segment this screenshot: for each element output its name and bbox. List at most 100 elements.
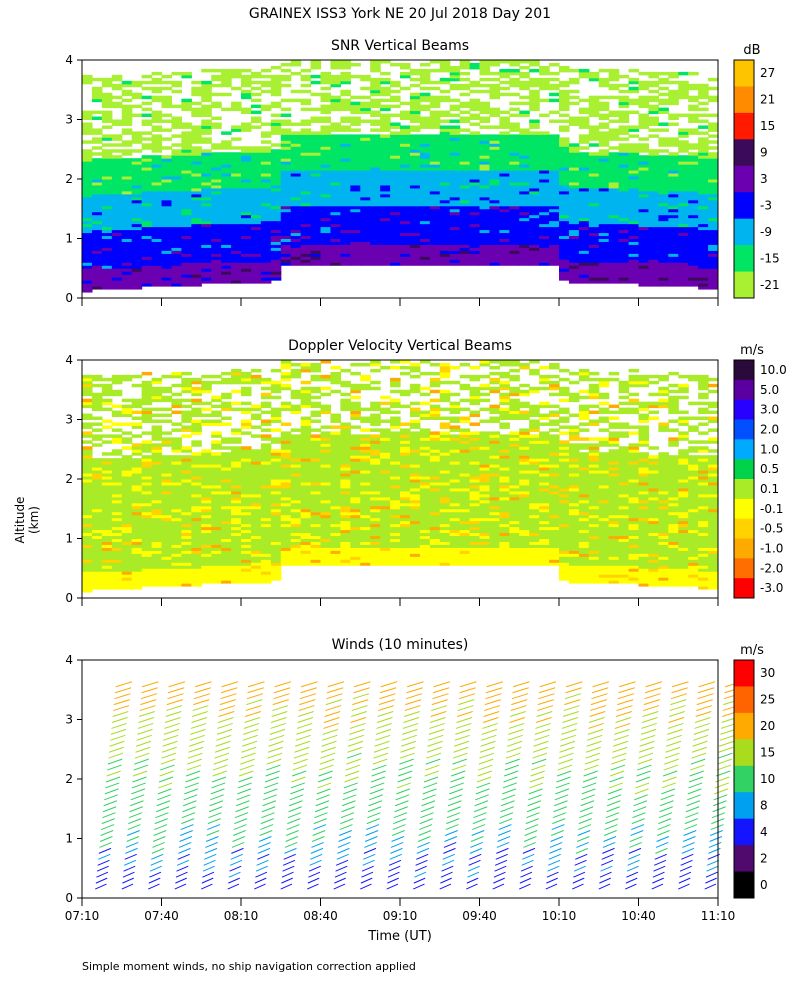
snr-cell	[459, 158, 471, 162]
snr-cell	[320, 158, 332, 162]
snr-cell	[479, 116, 491, 120]
snr-cell	[250, 265, 262, 269]
snr-cell	[628, 217, 640, 222]
snr-cell	[231, 211, 242, 216]
doppler-cell	[419, 523, 431, 528]
snr-cell	[270, 253, 282, 257]
doppler-cell	[141, 568, 153, 572]
snr-cell	[708, 247, 718, 251]
doppler-cell	[151, 535, 163, 539]
snr-cell	[260, 122, 272, 126]
snr-cell	[320, 220, 332, 225]
snr-cell	[241, 253, 252, 257]
snr-cell	[181, 205, 192, 210]
snr-cell	[638, 95, 650, 100]
doppler-cell	[360, 520, 371, 525]
snr-cell	[618, 277, 630, 281]
doppler-cell	[241, 520, 252, 525]
doppler-cell	[270, 541, 282, 545]
snr-cell	[82, 235, 93, 239]
snr-cell	[698, 193, 709, 198]
snr-cell	[519, 208, 530, 213]
snr-cell	[400, 250, 411, 254]
snr-cell	[171, 271, 182, 275]
doppler-cell	[608, 550, 620, 554]
snr-cell	[658, 86, 669, 91]
snr-cell	[330, 184, 341, 189]
snr-cell	[181, 238, 192, 242]
snr-cell	[201, 179, 212, 183]
doppler-cell	[310, 517, 322, 522]
snr-cell	[390, 202, 401, 207]
doppler-cell	[191, 568, 202, 572]
snr-cell	[658, 110, 669, 115]
snr-cell	[529, 199, 540, 204]
snr-cell	[549, 119, 560, 123]
doppler-cell	[559, 523, 570, 528]
snr-cell	[201, 110, 212, 115]
snr-cell	[260, 208, 272, 213]
snr-cell	[260, 262, 272, 266]
doppler-cell	[588, 541, 600, 545]
snr-cell	[211, 208, 222, 213]
snr-cell	[400, 220, 411, 225]
snr-cell	[340, 143, 351, 147]
doppler-cell	[201, 568, 212, 572]
snr-cell	[360, 262, 371, 266]
snr-cell	[151, 179, 163, 183]
doppler-cell	[409, 538, 421, 542]
snr-cell	[111, 196, 123, 201]
doppler-cell	[588, 544, 600, 548]
doppler-cell	[310, 526, 322, 531]
snr-cell	[151, 184, 163, 189]
snr-cell	[429, 241, 441, 245]
doppler-cell	[380, 535, 391, 539]
snr-cell	[390, 217, 401, 222]
doppler-cell	[608, 538, 620, 542]
snr-cell	[360, 226, 371, 231]
doppler-cell	[111, 532, 123, 537]
snr-cell	[400, 211, 411, 216]
snr-cell	[161, 244, 173, 248]
snr-cell	[698, 253, 709, 257]
snr-cell	[668, 262, 679, 266]
snr-cell	[409, 128, 421, 132]
snr-cell	[539, 86, 550, 91]
snr-cell	[250, 202, 262, 207]
snr-cell	[628, 146, 640, 150]
snr-cell	[380, 181, 391, 186]
snr-cell	[618, 259, 630, 263]
snr-cell	[708, 167, 718, 171]
doppler-cell	[82, 574, 93, 578]
snr-cell	[708, 170, 718, 174]
snr-cell	[320, 259, 332, 263]
doppler-cell	[529, 550, 540, 554]
snr-cell	[568, 220, 580, 225]
snr-cell	[459, 176, 471, 180]
snr-cell	[419, 223, 431, 228]
doppler-cell	[161, 526, 173, 531]
snr-cell	[330, 256, 341, 260]
snr-cell	[489, 155, 500, 159]
snr-cell	[598, 214, 610, 219]
snr-cell	[151, 137, 163, 141]
snr-cell	[568, 223, 580, 228]
snr-cell	[638, 149, 650, 153]
snr-cell	[280, 262, 292, 266]
snr-cell	[340, 170, 351, 174]
snr-cell	[648, 176, 659, 180]
snr-cell	[578, 134, 590, 138]
snr-cell	[320, 140, 332, 144]
doppler-cell	[161, 535, 173, 539]
snr-cell	[290, 184, 302, 189]
snr-cell	[449, 196, 461, 201]
doppler-cell	[400, 553, 411, 557]
doppler-cell	[429, 520, 441, 525]
snr-cell	[708, 164, 718, 168]
snr-cell	[489, 134, 500, 138]
doppler-panel-title: Doppler Velocity Vertical Beams	[288, 338, 512, 354]
snr-cell	[588, 107, 600, 112]
snr-cell	[171, 164, 182, 168]
snr-cell	[151, 250, 163, 254]
snr-cell	[330, 62, 341, 67]
